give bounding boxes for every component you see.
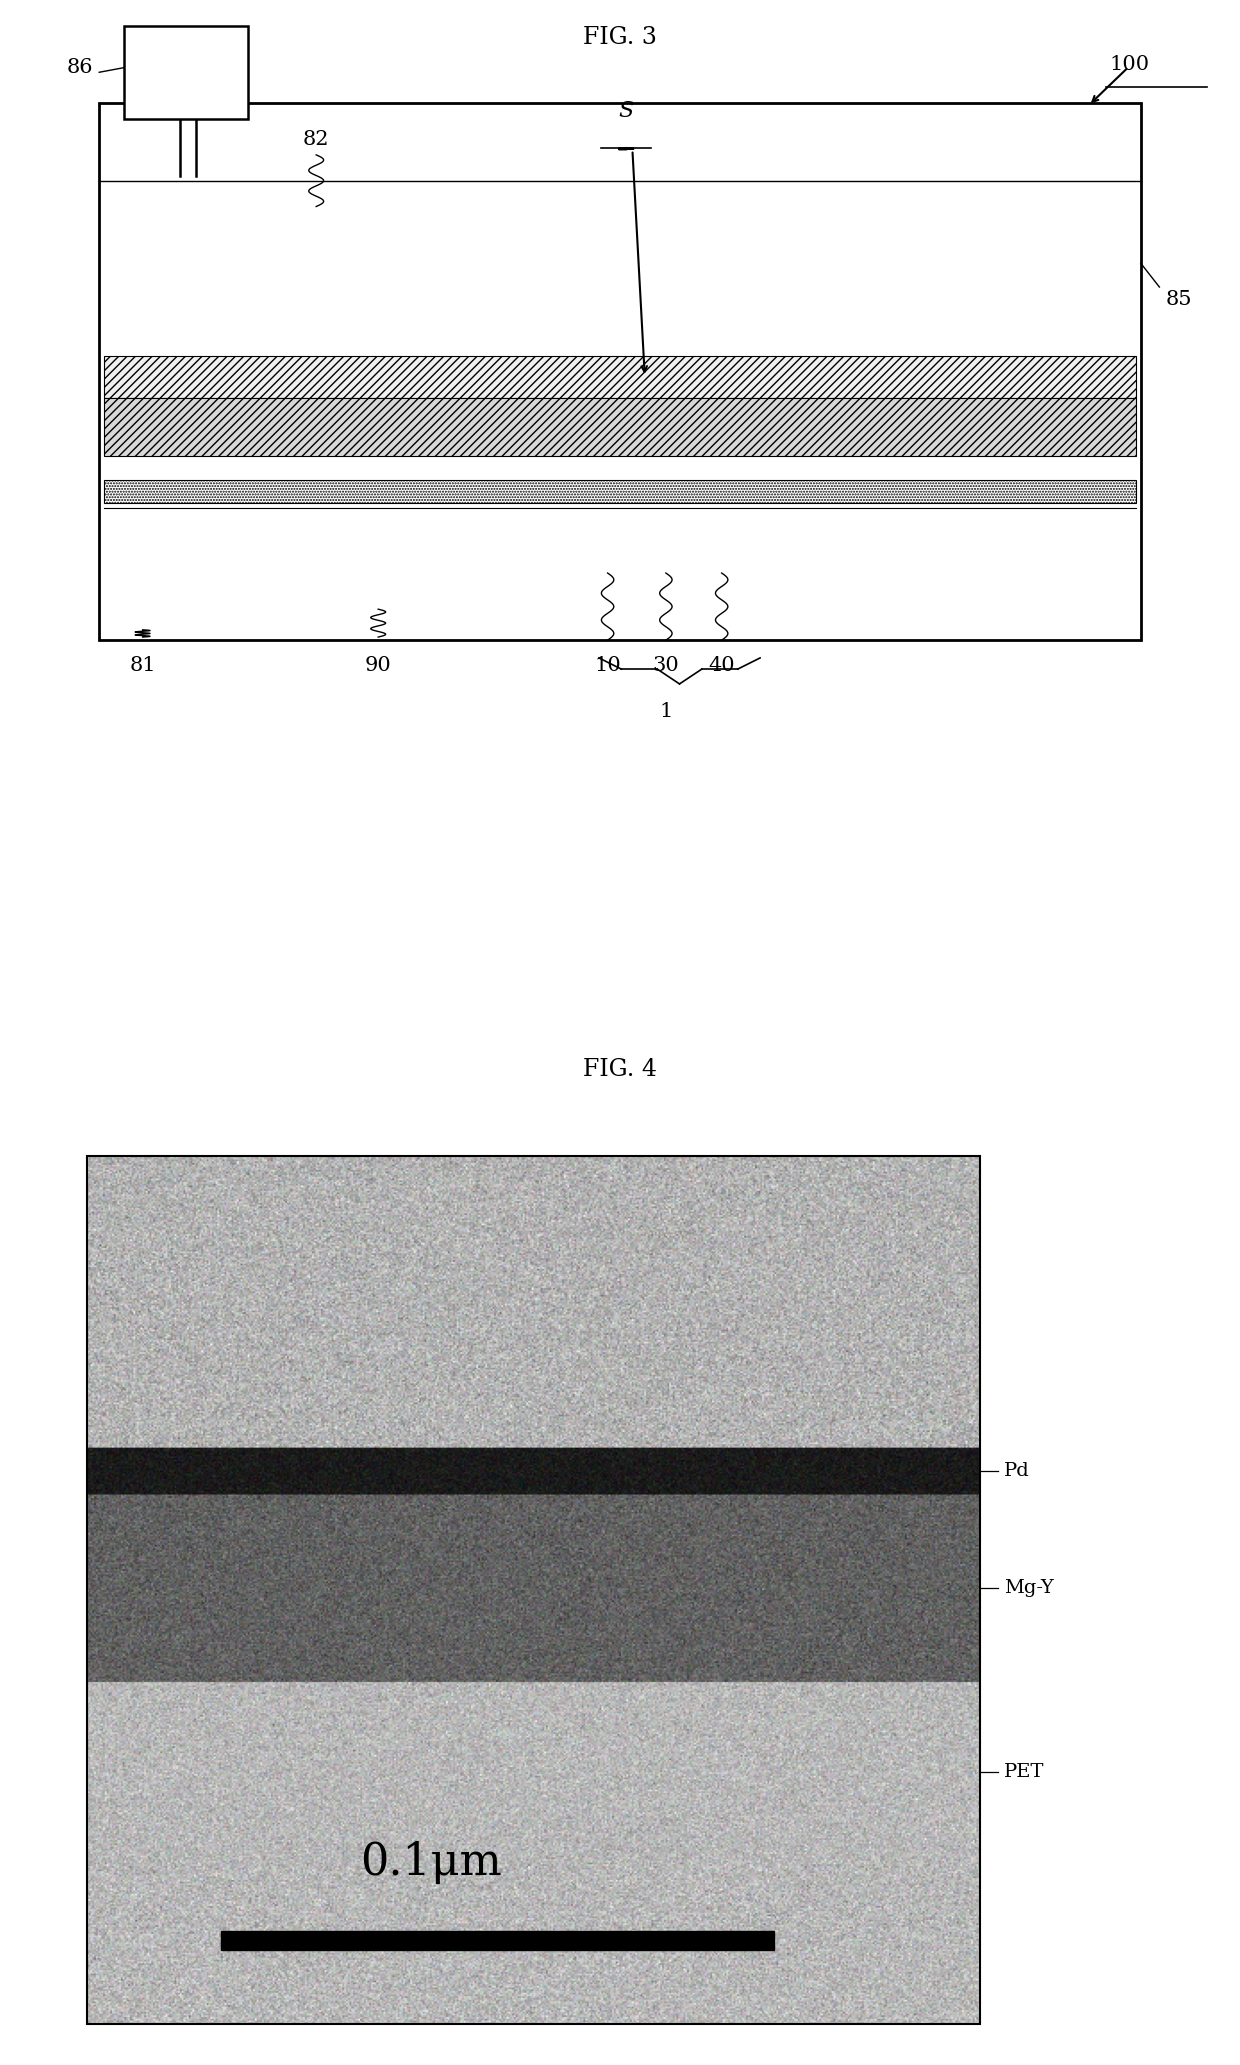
Bar bbox=[104, 479, 1136, 502]
Text: 81: 81 bbox=[129, 657, 156, 675]
Text: FIG. 3: FIG. 3 bbox=[583, 25, 657, 50]
Text: 10: 10 bbox=[594, 657, 621, 675]
Text: 0.1μm: 0.1μm bbox=[360, 1842, 502, 1885]
Text: 100: 100 bbox=[1110, 54, 1149, 74]
Text: S: S bbox=[619, 99, 634, 122]
Text: 40: 40 bbox=[708, 657, 735, 675]
Text: Mg-Y: Mg-Y bbox=[1004, 1580, 1054, 1596]
Text: 85: 85 bbox=[1166, 289, 1192, 310]
Bar bbox=[104, 396, 1136, 456]
Text: 86: 86 bbox=[67, 58, 93, 76]
Text: 90: 90 bbox=[365, 657, 392, 675]
Text: 1: 1 bbox=[660, 702, 672, 721]
Bar bbox=[87, 1156, 980, 2024]
Bar bbox=[124, 25, 248, 118]
Bar bbox=[99, 103, 1141, 640]
Text: 30: 30 bbox=[652, 657, 680, 675]
Text: 82: 82 bbox=[303, 130, 330, 149]
Text: FIG. 4: FIG. 4 bbox=[583, 1057, 657, 1082]
Text: PET: PET bbox=[1004, 1764, 1045, 1782]
Text: Pd: Pd bbox=[1004, 1462, 1030, 1481]
Bar bbox=[221, 1931, 774, 1949]
Bar bbox=[104, 355, 1136, 396]
